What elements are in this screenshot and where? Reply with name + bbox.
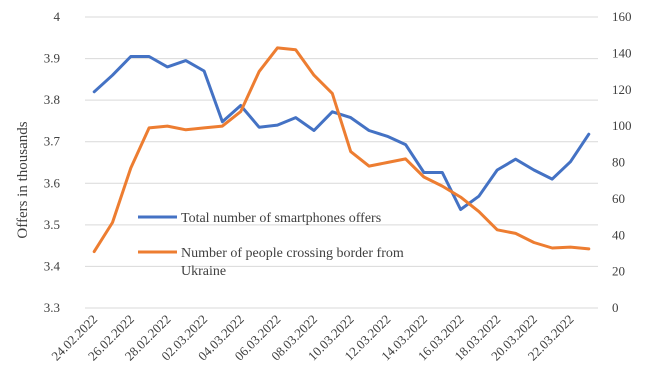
left-y-tick-label: 4 (54, 9, 61, 24)
right-y-tick-label: 60 (612, 191, 625, 206)
left-y-tick-label: 3.7 (44, 134, 61, 149)
right-y-tick-label: 160 (612, 9, 632, 24)
right-y-axis-ticks: 0 20 40 60 80 100 120 140 160 (612, 9, 632, 315)
series-line-2 (92, 46, 591, 254)
legend-label-series-1: Total number of smartphones offers (181, 211, 381, 226)
series-lines (92, 46, 591, 254)
x-axis-ticks: 24.02.202226.02.202228.02.202202.03.2022… (48, 312, 576, 364)
legend-label-series-2: Number of people crossing border from Ukr… (181, 246, 404, 279)
left-y-axis-title: Offers in thousands (15, 121, 31, 238)
left-y-tick-label: 3.9 (44, 51, 60, 66)
right-y-tick-label: 0 (612, 300, 619, 315)
left-y-tick-label: 3.6 (44, 175, 61, 190)
gridlines (85, 16, 598, 309)
legend: Total number of smartphones offers Number… (138, 211, 404, 279)
left-y-tick-label: 3.5 (44, 217, 60, 232)
left-y-tick-label: 3.4 (44, 258, 61, 273)
left-y-tick-label: 3.8 (44, 92, 60, 107)
right-y-tick-label: 120 (612, 82, 632, 97)
left-y-axis-ticks: 3.3 3.4 3.5 3.6 3.7 3.8 3.9 4 (44, 9, 61, 315)
right-y-tick-label: 40 (612, 227, 625, 242)
right-y-tick-label: 140 (612, 45, 632, 60)
series-line-1 (92, 55, 591, 211)
right-y-tick-label: 80 (612, 155, 625, 170)
right-y-tick-label: 100 (612, 118, 632, 133)
left-y-tick-label: 3.3 (44, 300, 60, 315)
right-y-tick-label: 20 (612, 264, 625, 279)
